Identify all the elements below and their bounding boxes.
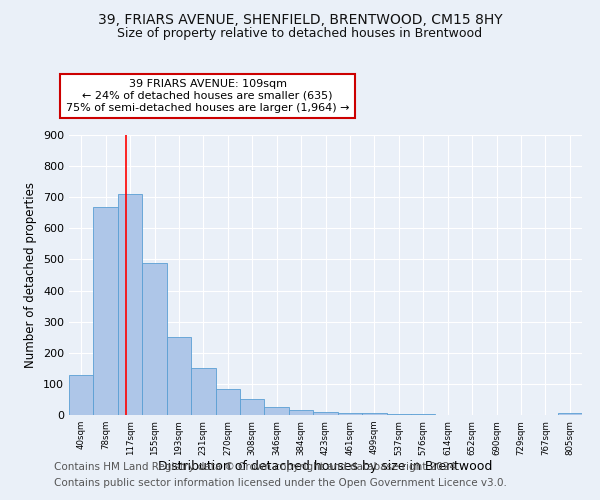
Bar <box>557 412 582 415</box>
Text: 39, FRIARS AVENUE, SHENFIELD, BRENTWOOD, CM15 8HY: 39, FRIARS AVENUE, SHENFIELD, BRENTWOOD,… <box>98 12 502 26</box>
Bar <box>69 374 94 415</box>
Bar <box>142 262 167 415</box>
Bar <box>338 412 362 415</box>
Text: Contains HM Land Registry data © Crown copyright and database right 2024.: Contains HM Land Registry data © Crown c… <box>54 462 460 472</box>
Y-axis label: Number of detached properties: Number of detached properties <box>25 182 37 368</box>
Bar <box>167 336 191 415</box>
Bar <box>118 194 142 415</box>
Text: Size of property relative to detached houses in Brentwood: Size of property relative to detached ho… <box>118 28 482 40</box>
Bar <box>386 414 411 415</box>
Bar <box>265 407 289 415</box>
Bar <box>240 400 265 415</box>
Text: Contains public sector information licensed under the Open Government Licence v3: Contains public sector information licen… <box>54 478 507 488</box>
Bar <box>94 206 118 415</box>
Bar <box>289 410 313 415</box>
Bar <box>313 412 338 415</box>
Bar <box>191 368 215 415</box>
X-axis label: Distribution of detached houses by size in Brentwood: Distribution of detached houses by size … <box>158 460 493 473</box>
Bar <box>215 388 240 415</box>
Bar <box>411 414 436 415</box>
Bar <box>362 414 386 415</box>
Text: 39 FRIARS AVENUE: 109sqm
← 24% of detached houses are smaller (635)
75% of semi-: 39 FRIARS AVENUE: 109sqm ← 24% of detach… <box>66 80 349 112</box>
